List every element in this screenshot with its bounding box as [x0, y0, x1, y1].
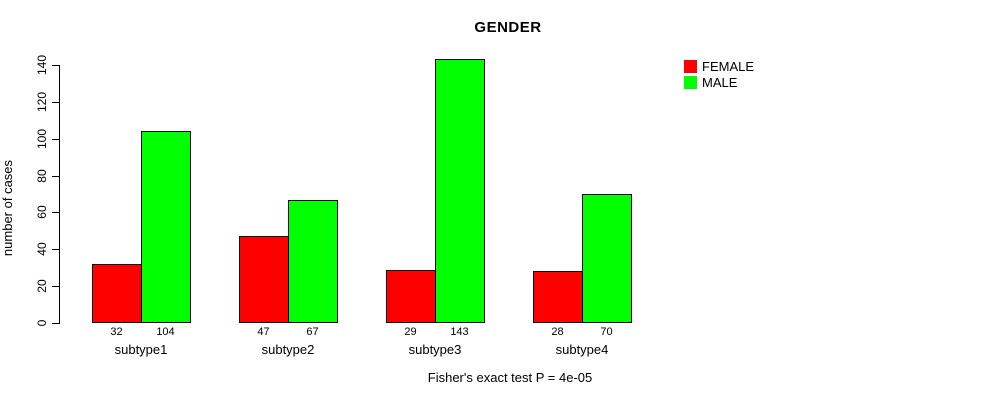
- bar-value-label: 70: [600, 326, 613, 338]
- bar-value-label: 104: [156, 326, 175, 338]
- fisher-test-annotation: Fisher's exact test P = 4e-05: [427, 370, 593, 385]
- y-tick: [52, 212, 59, 213]
- female-color-swatch: [684, 60, 697, 73]
- male-color-swatch: [684, 76, 697, 89]
- y-tick-label: 120: [35, 91, 49, 113]
- y-tick: [52, 286, 59, 287]
- y-tick-label: 20: [35, 279, 49, 293]
- y-tick: [52, 249, 59, 250]
- y-tick: [52, 323, 59, 324]
- legend-label-female: FEMALE: [702, 59, 755, 74]
- bar-value-label: 32: [110, 326, 123, 338]
- x-category-label-subtype1: subtype1: [114, 342, 168, 357]
- legend-item-female: FEMALE: [684, 60, 754, 73]
- y-tick: [52, 65, 59, 66]
- legend-label-male: MALE: [702, 75, 738, 90]
- bar-value-label: 143: [450, 326, 469, 338]
- x-category-label-subtype4: subtype4: [555, 342, 609, 357]
- y-tick-label: 80: [35, 169, 49, 183]
- y-tick-label: 40: [35, 242, 49, 256]
- y-axis-line: [59, 65, 60, 324]
- bar-value-label: 28: [551, 326, 564, 338]
- bar-male-subtype3: [435, 59, 485, 323]
- bar-female-subtype1: [92, 264, 142, 323]
- bar-value-label: 29: [404, 326, 417, 338]
- y-tick: [52, 102, 59, 103]
- legend: FEMALE MALE: [684, 60, 754, 92]
- bar-female-subtype2: [239, 236, 289, 323]
- bar-value-label: 47: [257, 326, 270, 338]
- y-tick: [52, 139, 59, 140]
- bar-female-subtype4: [533, 271, 583, 323]
- y-tick: [52, 176, 59, 177]
- bar-male-subtype2: [288, 200, 338, 323]
- bar-female-subtype3: [386, 270, 436, 323]
- y-tick-label: 140: [35, 54, 49, 76]
- bar-male-subtype4: [582, 194, 632, 323]
- x-category-label-subtype2: subtype2: [261, 342, 315, 357]
- bar-male-subtype1: [141, 131, 191, 323]
- legend-item-male: MALE: [684, 76, 754, 89]
- chart-title: GENDER: [474, 19, 542, 36]
- y-axis-label: number of cases: [0, 159, 15, 257]
- x-category-label-subtype3: subtype3: [408, 342, 462, 357]
- y-tick-label: 60: [35, 205, 49, 219]
- y-tick-label: 100: [35, 128, 49, 150]
- y-tick-label: 0: [35, 319, 49, 327]
- bar-value-label: 67: [306, 326, 319, 338]
